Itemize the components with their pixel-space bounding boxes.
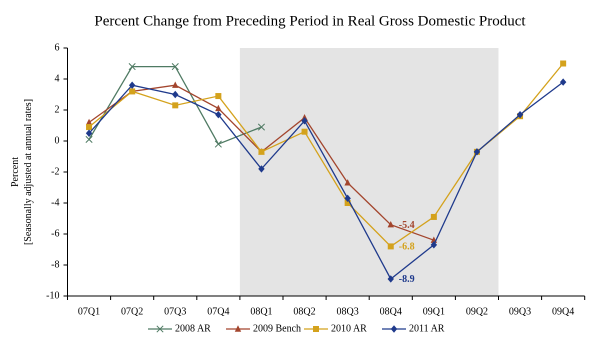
legend-item: 2009 Bench	[226, 323, 301, 334]
marker	[301, 128, 308, 135]
x-tick-label: 07Q3	[164, 306, 186, 317]
series-line	[88, 81, 564, 280]
legend-item: 2008 AR	[148, 323, 211, 334]
x-tick-label: 08Q3	[337, 306, 359, 317]
x-tick-label: 08Q1	[250, 306, 272, 317]
marker	[85, 118, 93, 126]
marker	[258, 148, 265, 155]
marker	[344, 200, 351, 206]
marker	[128, 81, 136, 89]
y-tick-label: -2	[51, 166, 59, 177]
series	[85, 63, 266, 148]
y-tick-label: -6	[51, 228, 59, 239]
data-label: -5.4	[399, 220, 415, 231]
marker	[344, 179, 351, 186]
legend-label: 2009 Bench	[253, 323, 301, 334]
marker	[86, 124, 93, 131]
y-axis-label: Percent [Seasonally adjusted at annual ra…	[10, 99, 34, 245]
legend-label: 2010 AR	[331, 323, 367, 334]
marker	[128, 63, 136, 71]
legend-label: 2008 AR	[175, 323, 211, 334]
marker	[214, 140, 222, 148]
marker	[215, 93, 222, 100]
legend-label: 2011 AR	[409, 323, 445, 334]
marker	[215, 110, 222, 119]
marker	[257, 123, 266, 131]
marker	[171, 63, 179, 71]
marker	[172, 81, 179, 88]
marker	[234, 325, 242, 332]
marker	[85, 129, 93, 137]
shaded-region	[239, 48, 499, 296]
marker	[560, 60, 567, 67]
x-tick-label: 07Q1	[78, 306, 100, 317]
marker	[387, 275, 394, 283]
marker	[172, 90, 179, 99]
y-axis-label-line: Percent	[10, 157, 21, 187]
y-tick-label: -10	[46, 290, 59, 301]
marker	[258, 165, 265, 173]
marker	[85, 135, 93, 144]
x-tick-label: 09Q4	[552, 306, 574, 317]
y-tick-label: 0	[55, 135, 60, 146]
series: -8.9	[85, 78, 567, 285]
marker	[172, 102, 179, 109]
x-tick-label: 09Q2	[466, 306, 488, 317]
legend-item: 2010 AR	[304, 323, 367, 334]
data-label: -8.9	[399, 274, 415, 285]
marker	[387, 221, 394, 228]
marker	[344, 194, 351, 203]
y-tick-label: 4	[55, 73, 60, 84]
x-tick-label: 07Q4	[207, 306, 229, 317]
marker	[215, 104, 222, 112]
y-axis-label-line: [Seasonally adjusted at annual rates]	[23, 99, 34, 245]
legend-item: 2011 AR	[382, 323, 445, 334]
marker	[313, 326, 319, 332]
y-tick-label: -8	[51, 259, 59, 270]
marker	[473, 148, 481, 156]
chart-title: Percent Change from Preceding Period in …	[94, 13, 526, 29]
x-tick-label: 09Q3	[509, 306, 531, 317]
marker	[301, 117, 308, 125]
marker	[559, 78, 567, 86]
x-tick-label: 08Q2	[293, 306, 315, 317]
marker	[430, 241, 438, 249]
y-tick-label: -4	[51, 197, 59, 208]
marker	[390, 325, 398, 333]
marker	[430, 213, 437, 220]
marker	[156, 325, 164, 333]
y-tick-label: 6	[55, 42, 60, 53]
data-label: -6.8	[399, 242, 415, 253]
marker	[129, 88, 136, 95]
marker	[516, 110, 524, 119]
x-tick-label: 08Q4	[380, 306, 402, 317]
x-tick-label: 09Q1	[423, 306, 445, 317]
x-tick-label: 07Q2	[121, 306, 143, 317]
marker	[387, 243, 394, 250]
y-tick-label: 2	[55, 104, 60, 115]
